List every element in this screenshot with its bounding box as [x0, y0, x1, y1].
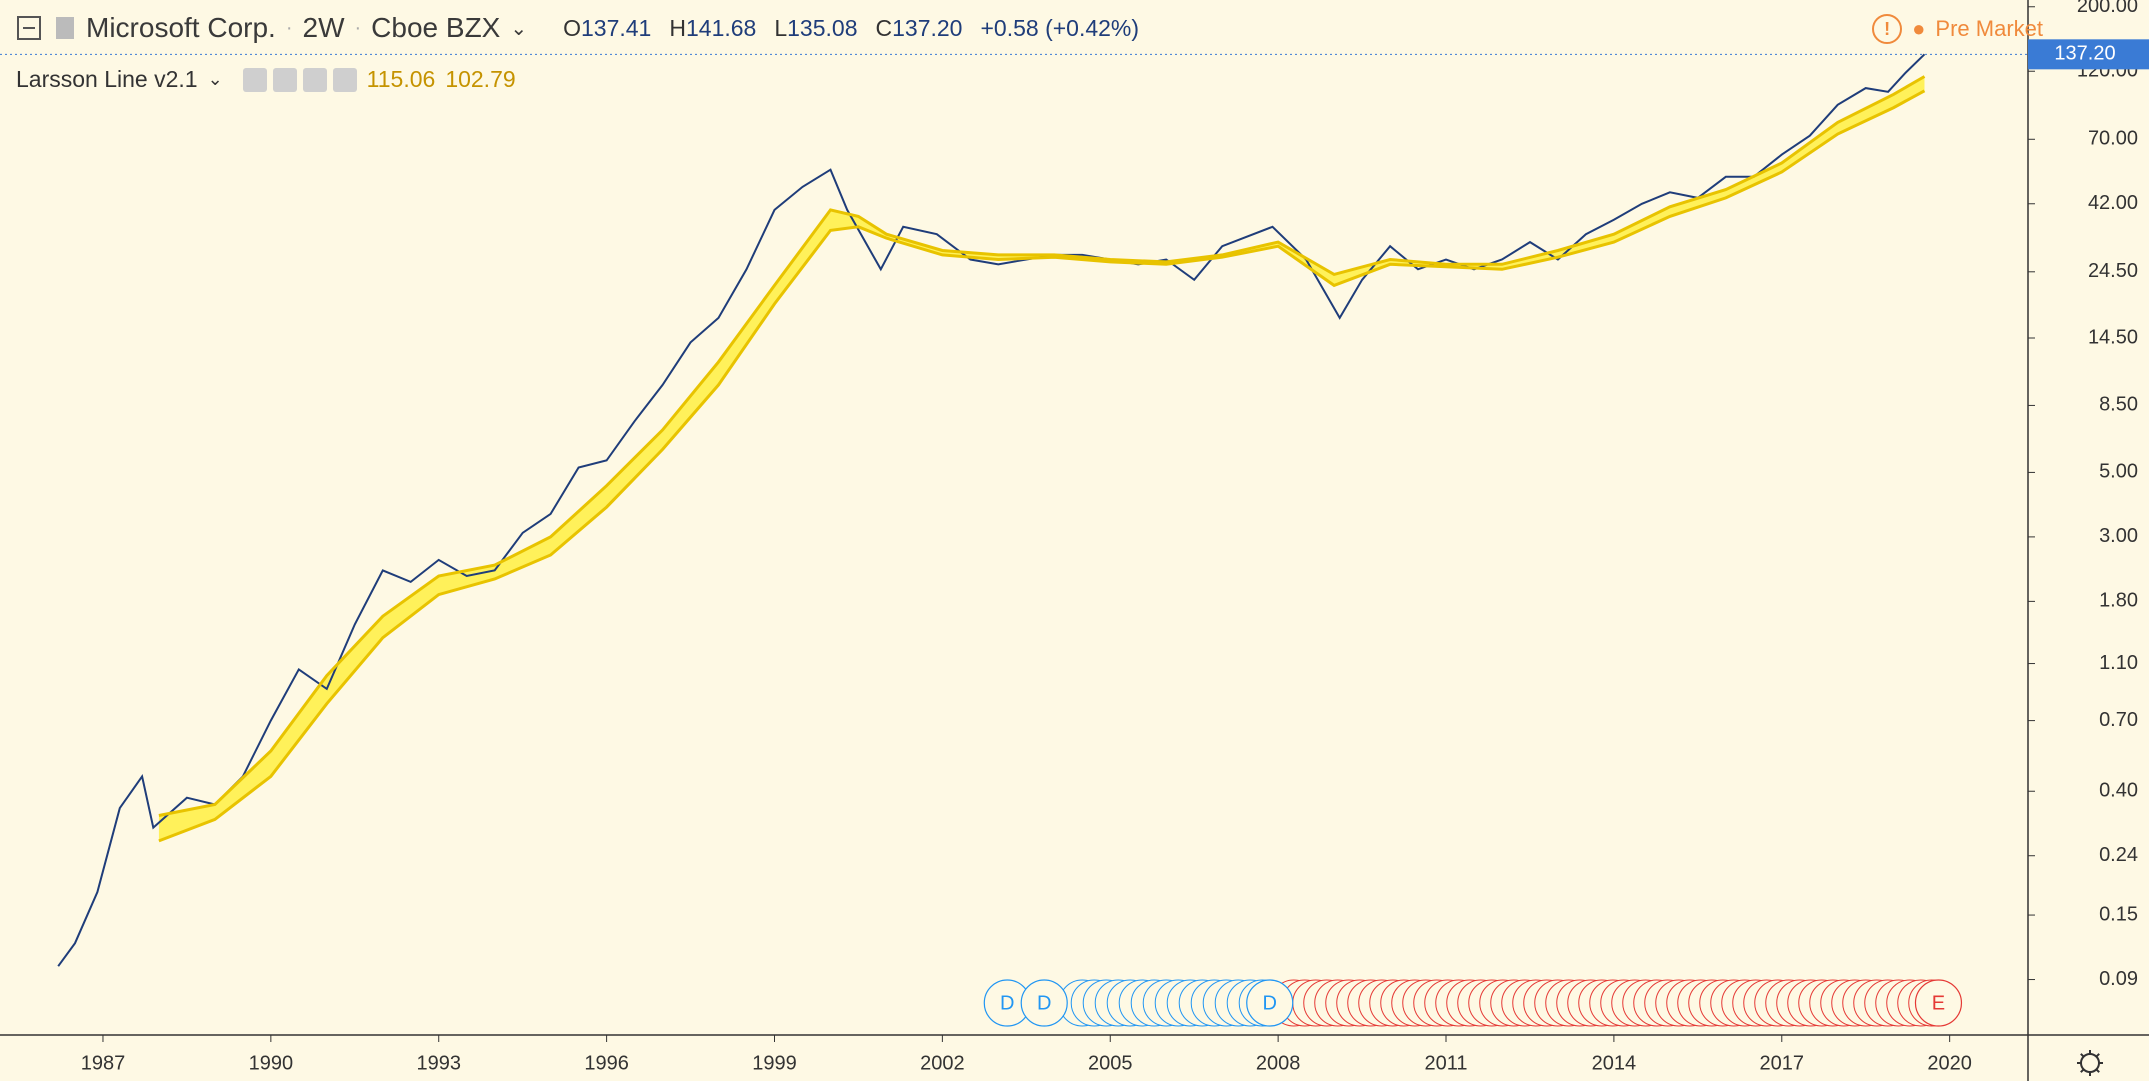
event-marker[interactable] — [1246, 979, 1294, 1027]
event-marker[interactable] — [1914, 979, 1963, 1027]
band-line — [158, 75, 1926, 817]
gear-tooth — [2095, 1053, 2100, 1058]
interval[interactable]: 2W — [302, 12, 345, 43]
close-key: C — [875, 14, 893, 41]
settings-button[interactable] — [272, 67, 297, 92]
x-tick-label: 2020 — [1927, 1052, 1972, 1074]
x-tick-label: 2008 — [1256, 1052, 1301, 1074]
y-tick-label: 0.09 — [2099, 968, 2138, 990]
x-tick-label: 1993 — [416, 1052, 461, 1074]
x-tick-label: 1996 — [584, 1052, 629, 1074]
high: 141.68 — [685, 14, 757, 41]
collapse-button[interactable] — [16, 15, 42, 41]
change: +0.58 (+0.42%) — [980, 14, 1140, 41]
y-tick-label: 3.00 — [2099, 525, 2138, 547]
header: Microsoft Corp. · 2W · Cboe BZX ⌄ O137.41 H… — [16, 12, 1139, 44]
last-price-box — [2028, 39, 2149, 70]
remove-button[interactable] — [332, 67, 357, 92]
event-marker[interactable] — [1020, 979, 1068, 1027]
y-tick-label: 14.50 — [2088, 326, 2138, 348]
ohlc: O137.41 H141.68 L135.08 C137.20 +0.58 (+… — [563, 15, 1139, 42]
x-tick-label: 2005 — [1088, 1052, 1133, 1074]
indicator: Larsson Line v2.1 ⌄ 115.06 102.79 — [16, 66, 516, 92]
eye-button[interactable] — [242, 67, 267, 92]
y-tick-label: 1.10 — [2099, 652, 2138, 674]
y-tick-label: 0.70 — [2099, 709, 2138, 731]
symbol[interactable]: Microsoft Corp. — [86, 12, 276, 43]
x-tick-label: 1990 — [249, 1052, 294, 1074]
indicator-upper: 115.06 — [366, 66, 436, 92]
y-tick-label: 42.00 — [2088, 192, 2138, 214]
y-tick-label: 70.00 — [2088, 128, 2138, 150]
x-tick-label: 2002 — [920, 1052, 965, 1074]
y-tick-label: 0.40 — [2099, 780, 2138, 802]
x-tick-label: 2011 — [1425, 1052, 1468, 1074]
last-price-label: 137.20 — [2054, 43, 2115, 65]
y-tick-label: 1.80 — [2099, 590, 2138, 612]
event-label: D — [1037, 992, 1051, 1014]
event-label: E — [1932, 992, 1945, 1014]
y-tick-label: 200.00 — [2077, 0, 2138, 17]
gear-tooth — [2080, 1068, 2085, 1073]
y-tick-label: 5.00 — [2099, 461, 2138, 483]
x-tick-label: 1987 — [81, 1052, 126, 1074]
settings-gear[interactable] — [2077, 1050, 2103, 1076]
x-tick-label: 2014 — [1592, 1052, 1637, 1074]
source-button[interactable] — [302, 67, 327, 92]
open-key: O — [563, 14, 581, 41]
y-tick-label: 0.24 — [2099, 844, 2138, 866]
event-label: D — [1000, 992, 1014, 1014]
open: 137.41 — [581, 14, 652, 41]
flag-icon[interactable] — [52, 15, 76, 41]
gear-tooth — [2095, 1068, 2100, 1073]
indicator-lower: 102.79 — [445, 66, 516, 92]
band-line — [158, 89, 1926, 843]
x-tick-label: 2017 — [1760, 1052, 1805, 1074]
y-tick-label: 0.15 — [2099, 903, 2138, 925]
gear-tooth — [2080, 1053, 2085, 1058]
exchange[interactable]: Cboe BZX — [371, 12, 501, 43]
indicator-name[interactable]: Larsson Line v2.1 — [16, 66, 198, 92]
close: 137.20 — [892, 14, 963, 41]
low: 135.08 — [787, 14, 858, 41]
session-status[interactable]: ! ● Pre Market — [1872, 14, 2043, 44]
x-tick-label: 1999 — [752, 1052, 797, 1074]
session: Pre Market — [1935, 16, 2043, 41]
event-label: D — [1263, 992, 1277, 1014]
y-tick-label: 24.50 — [2088, 260, 2138, 282]
low-key: L — [774, 14, 788, 41]
high-key: H — [669, 14, 686, 41]
warning-icon[interactable]: ! — [1872, 14, 1903, 44]
y-tick-label: 8.50 — [2099, 394, 2138, 416]
